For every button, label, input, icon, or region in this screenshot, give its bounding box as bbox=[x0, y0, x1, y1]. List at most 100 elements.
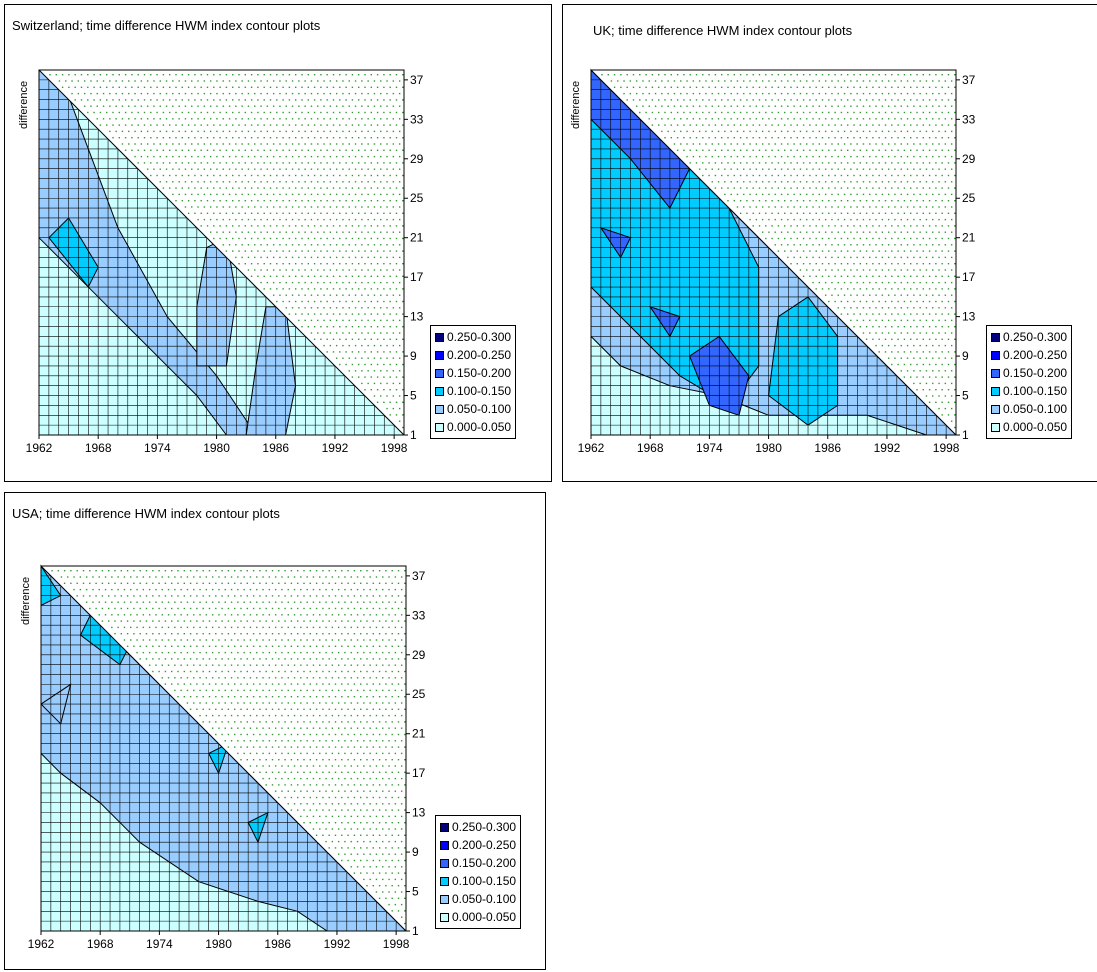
dot bbox=[259, 670, 261, 673]
dot bbox=[171, 620, 173, 622]
dot bbox=[328, 633, 330, 635]
dot bbox=[256, 677, 258, 679]
dot bbox=[268, 601, 271, 603]
dot bbox=[378, 721, 381, 723]
dot bbox=[878, 326, 880, 328]
dot bbox=[698, 143, 701, 145]
dot bbox=[341, 759, 343, 761]
dot bbox=[315, 670, 318, 673]
dot bbox=[373, 319, 376, 322]
dot bbox=[320, 74, 322, 76]
dot bbox=[717, 130, 720, 133]
dot bbox=[881, 281, 884, 284]
dot bbox=[837, 155, 839, 158]
dot bbox=[221, 633, 223, 635]
dot bbox=[169, 111, 171, 114]
dot bbox=[117, 626, 119, 629]
dot bbox=[367, 307, 369, 309]
dot bbox=[891, 99, 893, 101]
dot bbox=[947, 275, 950, 277]
dot bbox=[139, 595, 141, 597]
dot bbox=[947, 326, 950, 328]
dot bbox=[919, 130, 921, 133]
dot bbox=[257, 149, 259, 151]
dot bbox=[922, 111, 924, 114]
dot bbox=[145, 595, 148, 597]
dot bbox=[402, 376, 404, 378]
chart-panel-usa: USA; time difference HWM index contour p… bbox=[4, 492, 546, 970]
dot bbox=[743, 92, 745, 95]
dot bbox=[380, 218, 382, 221]
dot bbox=[290, 607, 293, 610]
dot bbox=[177, 645, 179, 647]
dot bbox=[121, 143, 124, 145]
dot bbox=[323, 269, 325, 271]
dot bbox=[328, 607, 330, 610]
dot bbox=[219, 200, 221, 202]
dot bbox=[139, 582, 141, 584]
dot bbox=[342, 155, 344, 158]
dot bbox=[300, 614, 302, 616]
dot bbox=[790, 137, 792, 139]
dot bbox=[200, 124, 202, 126]
dot bbox=[339, 187, 341, 189]
dot bbox=[389, 288, 391, 290]
dot bbox=[298, 244, 300, 246]
dot bbox=[121, 130, 124, 133]
dot bbox=[295, 250, 297, 252]
dot bbox=[92, 588, 94, 591]
dot bbox=[325, 689, 327, 692]
dot-pattern bbox=[601, 74, 956, 429]
dot bbox=[317, 281, 319, 284]
dot bbox=[382, 702, 384, 704]
dot bbox=[331, 626, 334, 629]
dot bbox=[225, 200, 228, 202]
dot bbox=[383, 74, 385, 76]
dot bbox=[285, 92, 287, 95]
dot bbox=[215, 595, 217, 597]
dot bbox=[856, 256, 858, 259]
dot bbox=[875, 168, 877, 170]
dot bbox=[673, 130, 676, 133]
dot bbox=[932, 206, 934, 208]
dot bbox=[252, 746, 255, 748]
dot bbox=[382, 601, 384, 603]
dot bbox=[200, 225, 202, 227]
dot bbox=[128, 105, 130, 107]
dot bbox=[887, 130, 890, 133]
dot bbox=[383, 86, 385, 88]
dot bbox=[667, 92, 669, 95]
dot bbox=[906, 294, 909, 296]
dot bbox=[363, 777, 365, 780]
dot bbox=[391, 658, 393, 660]
diagonal-line bbox=[590, 69, 957, 436]
dot bbox=[351, 99, 354, 101]
dot bbox=[310, 244, 313, 246]
dot bbox=[796, 174, 798, 177]
dot bbox=[310, 307, 313, 309]
dot bbox=[312, 727, 315, 729]
dot bbox=[208, 658, 211, 660]
dot bbox=[350, 626, 352, 629]
dot bbox=[130, 639, 132, 641]
dot bbox=[156, 99, 158, 101]
dot bbox=[111, 614, 113, 616]
dot bbox=[178, 92, 180, 95]
dot bbox=[932, 231, 934, 233]
dot bbox=[850, 256, 852, 259]
dot bbox=[268, 614, 271, 616]
dot bbox=[916, 149, 918, 151]
dot bbox=[392, 382, 395, 385]
dot bbox=[259, 620, 261, 622]
dot bbox=[369, 714, 371, 717]
dot bbox=[824, 206, 827, 208]
dot bbox=[115, 92, 117, 95]
dot bbox=[749, 118, 751, 120]
dot bbox=[398, 319, 401, 322]
dot bbox=[376, 275, 379, 277]
dot bbox=[315, 784, 318, 786]
dot bbox=[271, 645, 274, 647]
dot bbox=[288, 200, 291, 202]
dot bbox=[284, 582, 286, 584]
dot bbox=[404, 708, 406, 710]
